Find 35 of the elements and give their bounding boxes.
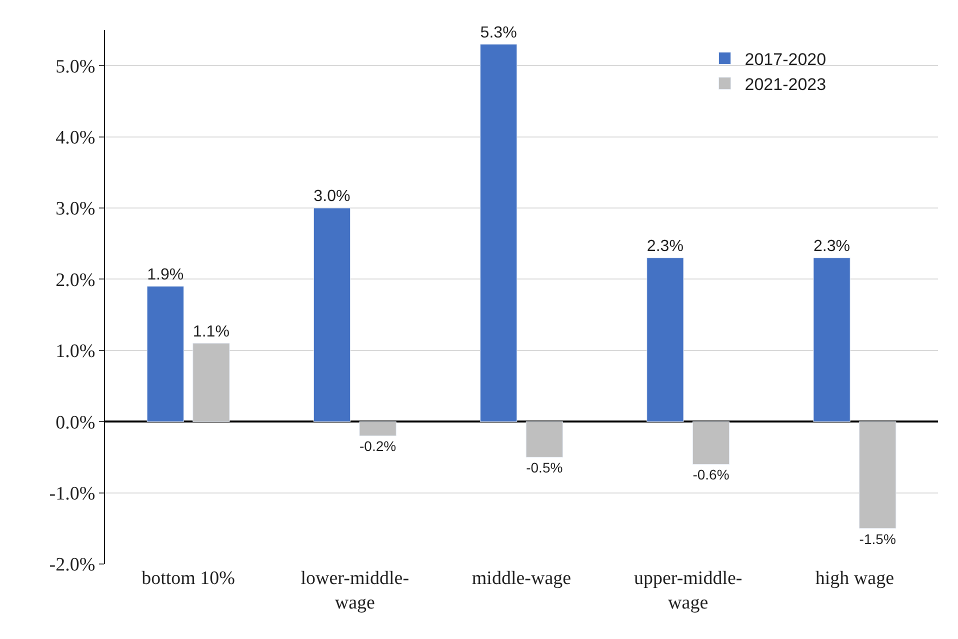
data-label: -0.5% bbox=[526, 460, 563, 476]
y-tick-label: -2.0% bbox=[49, 554, 96, 576]
y-tick-label: -1.0% bbox=[49, 483, 96, 504]
data-label: -1.5% bbox=[859, 530, 896, 547]
x-tick-label: middle-wage bbox=[472, 568, 572, 589]
data-label: 1.1% bbox=[192, 322, 230, 340]
y-tick-label: 0.0% bbox=[56, 412, 96, 434]
y-tick-label: 4.0% bbox=[56, 127, 96, 148]
y-tick-label: 3.0% bbox=[56, 198, 96, 220]
legend-label: 2017-2020 bbox=[744, 50, 826, 69]
bar bbox=[646, 258, 684, 422]
bar bbox=[146, 286, 184, 422]
x-tick-label: upper-middle-wage bbox=[634, 568, 742, 614]
y-tick-label: 5.0% bbox=[56, 56, 96, 78]
data-label: -0.2% bbox=[359, 438, 396, 454]
bar bbox=[313, 208, 351, 422]
legend-label: 2021-2023 bbox=[744, 74, 826, 94]
x-tick-label: high wage bbox=[815, 568, 894, 589]
data-label: 2.3% bbox=[646, 237, 684, 256]
x-tick-label: lower-middle-wage bbox=[300, 568, 410, 614]
bar bbox=[480, 44, 518, 422]
data-label: 5.3% bbox=[480, 23, 517, 42]
data-label: -0.6% bbox=[692, 466, 730, 483]
bar bbox=[526, 421, 563, 458]
y-tick-label: 2.0% bbox=[56, 270, 96, 291]
y-tick-label: 1.0% bbox=[56, 341, 96, 362]
data-label: 2.3% bbox=[813, 237, 850, 256]
bar bbox=[813, 258, 850, 422]
bar bbox=[359, 421, 396, 436]
bar bbox=[692, 421, 730, 465]
x-tick-label: bottom 10% bbox=[142, 568, 236, 589]
data-label: 1.9% bbox=[147, 266, 184, 284]
bar bbox=[859, 421, 896, 529]
data-label: 3.0% bbox=[314, 187, 350, 206]
bar bbox=[192, 343, 230, 422]
